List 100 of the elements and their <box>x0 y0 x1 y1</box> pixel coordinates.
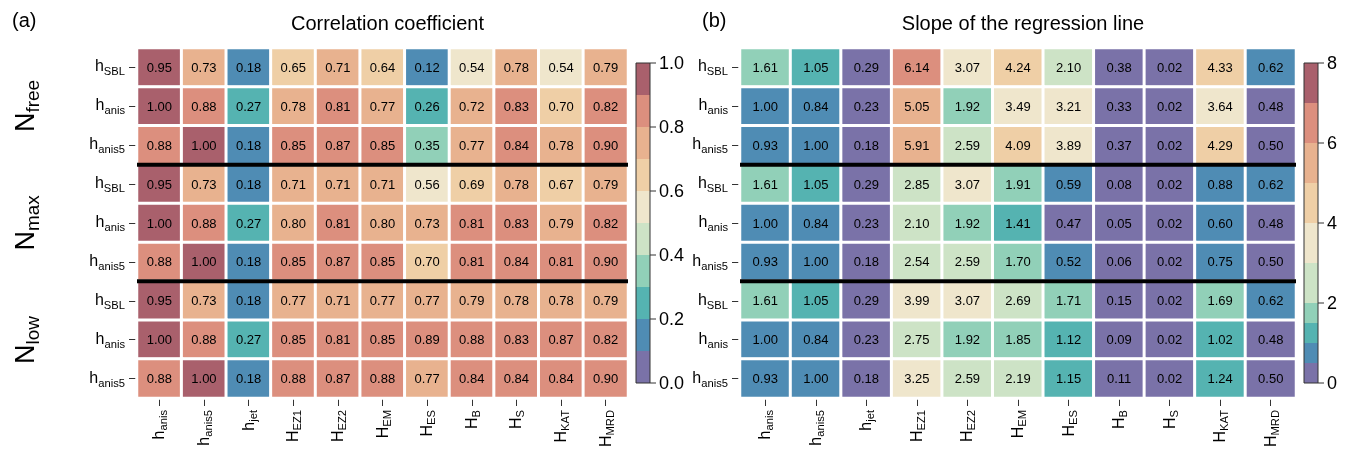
data-label: 0.18 <box>853 137 880 153</box>
data-label: 1.05 <box>803 176 829 192</box>
y-tick-label: h$_{SBL}$ <box>697 57 728 77</box>
data-label: 1.00 <box>146 332 172 348</box>
data-label: 0.69 <box>459 176 485 192</box>
data-label: 0.71 <box>280 176 306 192</box>
data-label: 5.05 <box>904 98 930 114</box>
data-label: 0.02 <box>1156 137 1183 153</box>
data-label: 3.07 <box>954 59 981 75</box>
data-label: 0.88 <box>191 98 217 114</box>
data-label: 0.33 <box>1106 98 1132 114</box>
y-tick-label: h$_{SBL}$ <box>94 174 125 194</box>
data-label: 1.00 <box>752 215 778 231</box>
data-label: 0.29 <box>853 59 880 75</box>
data-label: 1.02 <box>1207 332 1233 348</box>
data-label: 1.05 <box>803 293 829 309</box>
data-label: 0.77 <box>280 293 306 309</box>
text: (a) <box>12 9 37 31</box>
data-label: 3.21 <box>1055 98 1082 114</box>
data-label: 1.00 <box>803 254 829 270</box>
data-label: 0.12 <box>414 59 440 75</box>
data-label: 2.59 <box>954 254 981 270</box>
data-label: 0.78 <box>548 293 574 309</box>
data-label: 2.59 <box>954 137 981 153</box>
data-label: 3.89 <box>1055 137 1082 153</box>
data-label: 0.59 <box>1055 176 1082 192</box>
data-label: 0.38 <box>1106 59 1132 75</box>
data-label: 0.26 <box>414 98 440 114</box>
data-label: 0.18 <box>235 371 262 387</box>
data-label: 1.00 <box>146 215 172 231</box>
data-label: 0.79 <box>593 176 619 192</box>
data-label: 0.29 <box>853 176 880 192</box>
data-label: 0.84 <box>503 137 530 153</box>
data-label: 1.00 <box>191 254 217 270</box>
data-label: 0.02 <box>1156 59 1183 75</box>
y-tick-label: h$_{anis}$ <box>698 213 728 233</box>
data-label: 0.23 <box>853 332 880 348</box>
color-bar-label: 0.0 <box>659 373 685 393</box>
data-label: 0.84 <box>803 98 829 114</box>
y-tick-label: h$_{anis5}$ <box>692 135 728 155</box>
data-label: 0.88 <box>191 215 217 231</box>
data-label: 0.77 <box>414 293 440 309</box>
data-label: 0.70 <box>548 98 574 114</box>
data-label: 0.48 <box>1258 215 1284 231</box>
color-bar-label: 0.2 <box>659 309 685 329</box>
data-label: 5.91 <box>904 137 930 153</box>
data-label: 1.24 <box>1207 371 1233 387</box>
data-label: 0.84 <box>803 332 829 348</box>
data-label: 0.48 <box>1258 332 1284 348</box>
data-label: 0.29 <box>853 293 880 309</box>
color-bar-label: 2 <box>1327 293 1338 313</box>
data-label: 2.19 <box>1005 371 1031 387</box>
data-label: 0.48 <box>1258 98 1284 114</box>
y-tick-label: h$_{anis}$ <box>95 96 125 116</box>
data-label: 2.10 <box>1055 59 1082 75</box>
data-label: 0.37 <box>1106 137 1132 153</box>
data-label: 0.78 <box>503 176 530 192</box>
data-label: 0.80 <box>369 215 396 231</box>
data-label: 0.89 <box>414 332 440 348</box>
data-label: 0.18 <box>235 176 262 192</box>
data-label: 0.62 <box>1258 293 1284 309</box>
data-label: 0.09 <box>1106 332 1132 348</box>
data-label: 0.88 <box>146 371 172 387</box>
data-label: 1.91 <box>1005 176 1031 192</box>
color-bar-label: 0.6 <box>659 181 685 201</box>
y-tick-label: h$_{anis5}$ <box>89 252 125 272</box>
data-label: 4.33 <box>1207 59 1233 75</box>
data-label: 1.61 <box>752 293 778 309</box>
data-label: 2.10 <box>904 215 930 231</box>
data-label: 0.50 <box>1258 137 1284 153</box>
data-label: 3.64 <box>1207 98 1233 114</box>
data-label: 0.85 <box>280 137 306 153</box>
color-bar-label: 4 <box>1327 213 1338 233</box>
data-label: 0.18 <box>235 254 262 270</box>
data-label: 0.02 <box>1156 176 1183 192</box>
data-label: 0.82 <box>593 332 619 348</box>
data-label: 0.84 <box>548 371 574 387</box>
chart-title: Correlation coefficient <box>290 12 485 34</box>
data-label: 0.02 <box>1156 371 1183 387</box>
y-tick-label: h$_{SBL}$ <box>697 290 728 311</box>
data-label: 0.35 <box>414 137 440 153</box>
data-label: 3.99 <box>904 293 930 309</box>
data-label: 0.79 <box>548 215 574 231</box>
data-label: 0.71 <box>325 293 351 309</box>
data-label: 0.18 <box>853 254 880 270</box>
color-bar-label: 0.4 <box>659 245 685 265</box>
data-label: 0.75 <box>1207 254 1233 270</box>
data-label: 3.07 <box>954 176 981 192</box>
data-label: 0.85 <box>280 332 306 348</box>
data-label: 3.49 <box>1005 98 1031 114</box>
data-label: 0.62 <box>1258 176 1284 192</box>
data-label: 0.02 <box>1156 332 1183 348</box>
data-label: 0.27 <box>235 215 262 231</box>
data-label: 0.93 <box>752 254 778 270</box>
data-label: 0.18 <box>235 137 262 153</box>
color-bar-label: 6 <box>1327 133 1338 153</box>
data-label: 0.83 <box>503 332 530 348</box>
data-label: 0.88 <box>280 371 306 387</box>
data-label: 0.95 <box>146 59 172 75</box>
data-label: 0.71 <box>325 176 351 192</box>
